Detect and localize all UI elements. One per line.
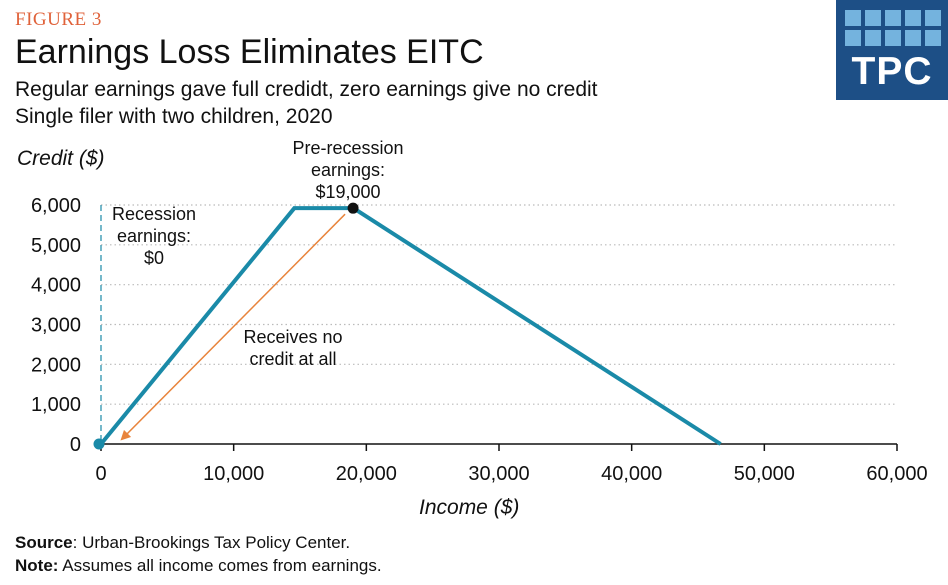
logo-grid-icon xyxy=(845,10,941,46)
x-tick-label: 10,000 xyxy=(203,463,264,485)
note-line: Note: Assumes all income comes from earn… xyxy=(15,554,382,577)
y-axis-label: Credit ($) xyxy=(17,147,105,170)
chart-title: Earnings Loss Eliminates EITC xyxy=(15,33,484,71)
source-line: Source: Urban-Brookings Tax Policy Cente… xyxy=(15,531,382,554)
source-label: Source xyxy=(15,533,73,552)
subtitle-line-2: Single filer with two children, 2020 xyxy=(15,105,333,128)
pre-recession-point xyxy=(347,202,359,214)
x-axis-label: Income ($) xyxy=(419,496,520,519)
y-tick-label: 1,000 xyxy=(31,394,81,416)
source-text: : Urban-Brookings Tax Policy Center. xyxy=(72,533,351,552)
figure-label: FIGURE 3 xyxy=(15,9,102,30)
chart-footer: Source: Urban-Brookings Tax Policy Cente… xyxy=(15,531,382,577)
y-tick-label: 6,000 xyxy=(31,195,81,217)
y-tick-label: 3,000 xyxy=(31,315,81,337)
tpc-logo: TPC xyxy=(836,0,948,100)
no-credit-arrow xyxy=(120,213,346,441)
x-tick-label: 60,000 xyxy=(866,463,927,485)
y-tick-label: 5,000 xyxy=(31,235,81,257)
x-tick-label: 20,000 xyxy=(336,463,397,485)
x-tick-label: 50,000 xyxy=(734,463,795,485)
note-text: Assumes all income comes from earnings. xyxy=(58,556,382,575)
note-label: Note: xyxy=(15,556,59,575)
y-tick-label: 2,000 xyxy=(31,354,81,376)
eitc-series-line xyxy=(99,206,722,446)
x-tick-label: 40,000 xyxy=(601,463,662,485)
y-tick-label: 4,000 xyxy=(31,275,81,297)
y-tick-label: 0 xyxy=(70,434,81,456)
x-tick-label: 0 xyxy=(95,463,106,485)
x-tick-label: 30,000 xyxy=(468,463,529,485)
recession-point xyxy=(93,438,105,450)
recession-annotation: Recession earnings: $0 xyxy=(112,204,196,268)
no-credit-annotation: Receives no credit at all xyxy=(243,327,342,369)
chart-subtitle: Regular earnings gave full credidt, zero… xyxy=(15,76,598,130)
logo-text: TPC xyxy=(851,50,933,93)
subtitle-line-1: Regular earnings gave full credidt, zero… xyxy=(15,78,598,101)
pre-recession-annotation: Pre-recession earnings: $19,000 xyxy=(292,138,403,202)
